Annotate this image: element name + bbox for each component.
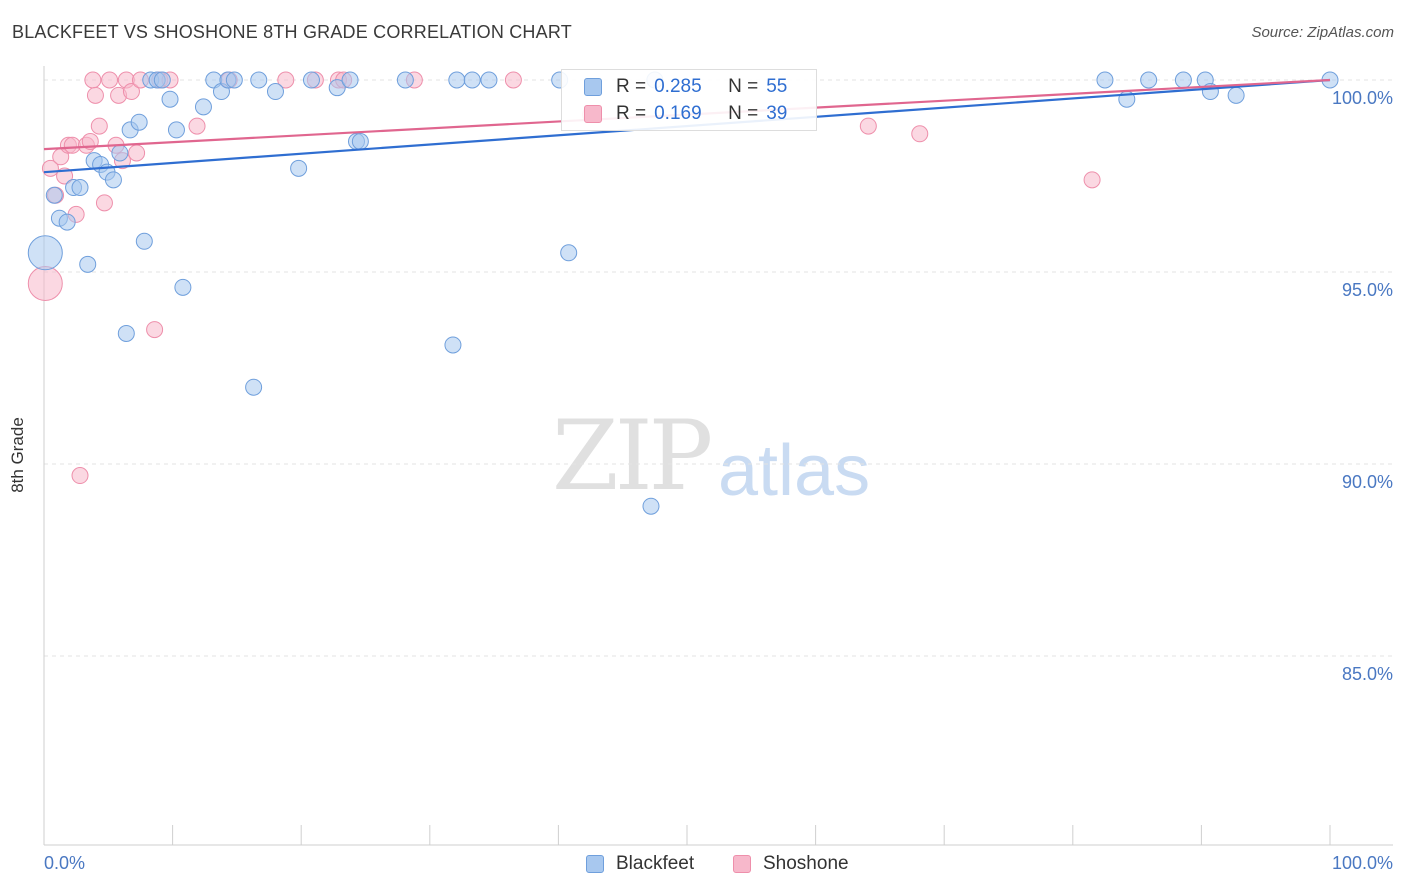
- point-shoshone: [71, 467, 89, 485]
- point-blackfeet: [161, 90, 179, 108]
- point-shoshone: [504, 71, 522, 89]
- point-blackfeet: [58, 213, 76, 231]
- point-shoshone: [122, 83, 140, 101]
- stat-n-label: N =: [728, 76, 759, 97]
- point-blackfeet: [130, 113, 148, 131]
- point-blackfeet: [1174, 71, 1192, 89]
- stat-r-value: 0.285: [654, 76, 702, 97]
- point-blackfeet: [194, 98, 212, 116]
- point-blackfeet: [1096, 71, 1114, 89]
- watermark-atlas: atlas: [718, 431, 871, 511]
- point-blackfeet: [104, 171, 122, 189]
- point-blackfeet: [302, 71, 320, 89]
- point-blackfeet: [560, 244, 578, 262]
- x-tick-label: 100.0%: [1332, 853, 1393, 873]
- point-blackfeet: [135, 232, 153, 250]
- point-blackfeet: [341, 71, 359, 89]
- shoshone-swatch: [584, 105, 602, 123]
- point-blackfeet: [396, 71, 414, 89]
- point-shoshone: [27, 266, 63, 302]
- point-shoshone: [63, 136, 81, 154]
- point-shoshone: [84, 71, 102, 89]
- point-blackfeet: [266, 83, 284, 101]
- point-blackfeet: [328, 79, 346, 97]
- source-label: Source: ZipAtlas.com: [1251, 24, 1394, 41]
- stat-n-value: 39: [766, 103, 788, 124]
- point-blackfeet: [117, 324, 135, 342]
- stat-r-label: R =: [616, 76, 647, 97]
- point-shoshone: [146, 321, 164, 339]
- point-blackfeet: [351, 132, 369, 150]
- point-blackfeet: [290, 159, 308, 177]
- point-shoshone: [95, 194, 113, 212]
- point-shoshone: [277, 71, 295, 89]
- point-blackfeet: [480, 71, 498, 89]
- point-shoshone: [1083, 171, 1101, 189]
- tick-label-layer: 100.0% 95.0% 90.0% 85.0% 0.0% 100.0%: [44, 88, 1393, 873]
- point-blackfeet: [174, 278, 192, 296]
- point-blackfeet: [463, 71, 481, 89]
- stat-r-label: R =: [616, 103, 647, 124]
- point-blackfeet: [79, 255, 97, 273]
- point-shoshone: [859, 117, 877, 135]
- stat-row-blackfeet: R = 0.285 N = 55: [584, 76, 787, 98]
- legend-swatch-blackfeet: [586, 855, 604, 873]
- blackfeet-swatch: [584, 78, 602, 96]
- correlation-stats-box: R = 0.285 N = 55 R = 0.169 N = 39: [561, 69, 817, 131]
- grid-layer: [44, 79, 1393, 657]
- point-blackfeet: [444, 336, 462, 354]
- point-blackfeet: [250, 71, 268, 89]
- point-blackfeet: [245, 378, 263, 396]
- point-blackfeet: [45, 186, 63, 204]
- chart-title: BLACKFEET VS SHOSHONE 8TH GRADE CORRELAT…: [12, 22, 572, 42]
- point-shoshone: [101, 71, 119, 89]
- point-shoshone: [90, 117, 108, 135]
- stat-n-value: 55: [766, 76, 788, 97]
- point-shoshone: [86, 86, 104, 104]
- x-tick-label: 0.0%: [44, 853, 85, 873]
- point-blackfeet: [448, 71, 466, 89]
- stat-n-label: N =: [728, 103, 759, 124]
- stat-row-shoshone: R = 0.169 N = 39: [584, 103, 787, 125]
- point-blackfeet: [225, 71, 243, 89]
- point-blackfeet: [167, 121, 185, 139]
- y-tick-label: 95.0%: [1342, 280, 1393, 300]
- point-blackfeet: [642, 497, 660, 515]
- axis-layer: [43, 66, 1393, 846]
- legend-item-blackfeet[interactable]: Blackfeet: [586, 853, 694, 875]
- y-tick-label: 100.0%: [1332, 88, 1393, 108]
- y-tick-label: 90.0%: [1342, 472, 1393, 492]
- point-shoshone: [128, 144, 146, 162]
- y-tick-label: 85.0%: [1342, 664, 1393, 684]
- point-blackfeet: [1227, 86, 1245, 104]
- watermark-zip: ZIP: [552, 400, 713, 512]
- point-blackfeet: [71, 179, 89, 197]
- legend-swatch-shoshone: [733, 855, 751, 873]
- stat-r-value: 0.169: [654, 103, 702, 124]
- legend-label-shoshone: Shoshone: [763, 853, 849, 874]
- point-shoshone: [911, 125, 929, 143]
- legend: Blackfeet Shoshone: [0, 850, 1406, 880]
- legend-label-blackfeet: Blackfeet: [616, 853, 695, 874]
- point-shoshone: [188, 117, 206, 135]
- point-blackfeet: [1140, 71, 1158, 89]
- points-layer: [27, 71, 1339, 515]
- point-blackfeet: [153, 71, 171, 89]
- legend-item-shoshone[interactable]: Shoshone: [733, 853, 849, 875]
- point-blackfeet: [27, 235, 63, 271]
- point-blackfeet: [111, 144, 129, 162]
